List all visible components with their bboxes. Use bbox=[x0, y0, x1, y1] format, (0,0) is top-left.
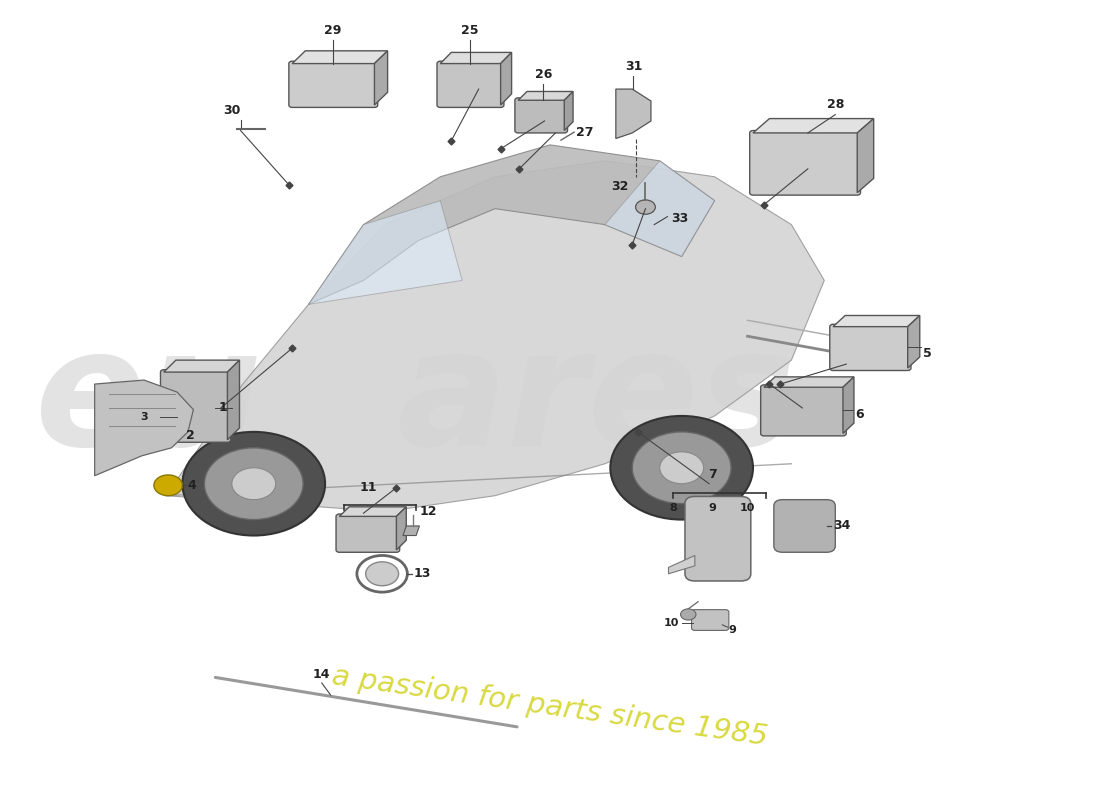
Text: 34: 34 bbox=[833, 519, 850, 533]
Polygon shape bbox=[843, 377, 854, 434]
FancyBboxPatch shape bbox=[750, 130, 860, 195]
Text: 31: 31 bbox=[625, 60, 642, 73]
Text: 5: 5 bbox=[923, 347, 932, 360]
Text: 13: 13 bbox=[414, 567, 431, 580]
Polygon shape bbox=[500, 53, 512, 105]
Circle shape bbox=[681, 609, 696, 620]
Text: 10: 10 bbox=[664, 618, 680, 628]
Text: 29: 29 bbox=[324, 24, 341, 38]
FancyBboxPatch shape bbox=[761, 385, 846, 436]
Circle shape bbox=[183, 432, 326, 535]
Text: 8: 8 bbox=[669, 503, 676, 513]
FancyBboxPatch shape bbox=[829, 324, 911, 370]
Text: 3: 3 bbox=[140, 412, 147, 422]
Text: 27: 27 bbox=[576, 126, 594, 138]
Polygon shape bbox=[518, 91, 573, 100]
Polygon shape bbox=[857, 118, 873, 193]
Text: 7: 7 bbox=[708, 468, 717, 482]
Polygon shape bbox=[309, 201, 462, 304]
Circle shape bbox=[232, 468, 276, 500]
Text: 30: 30 bbox=[223, 104, 241, 117]
Circle shape bbox=[154, 475, 183, 496]
Circle shape bbox=[205, 448, 304, 519]
Polygon shape bbox=[754, 118, 873, 133]
FancyBboxPatch shape bbox=[773, 500, 835, 552]
FancyBboxPatch shape bbox=[437, 61, 504, 107]
Text: a passion for parts since 1985: a passion for parts since 1985 bbox=[330, 662, 770, 751]
Text: 14: 14 bbox=[314, 668, 330, 681]
Circle shape bbox=[636, 200, 656, 214]
Circle shape bbox=[365, 562, 398, 586]
Text: 32: 32 bbox=[612, 180, 629, 193]
Text: 28: 28 bbox=[826, 98, 844, 111]
Text: 10: 10 bbox=[740, 503, 756, 513]
Polygon shape bbox=[440, 53, 512, 63]
Text: 2: 2 bbox=[186, 430, 195, 442]
Polygon shape bbox=[833, 315, 920, 326]
Polygon shape bbox=[908, 315, 920, 368]
Polygon shape bbox=[95, 380, 194, 476]
Text: 9: 9 bbox=[729, 625, 737, 634]
Circle shape bbox=[610, 416, 754, 519]
Polygon shape bbox=[228, 360, 240, 440]
FancyBboxPatch shape bbox=[289, 61, 377, 107]
Text: ares: ares bbox=[396, 321, 796, 479]
Polygon shape bbox=[396, 507, 406, 550]
FancyBboxPatch shape bbox=[692, 610, 729, 630]
Polygon shape bbox=[669, 555, 695, 574]
Text: 12: 12 bbox=[419, 505, 437, 518]
FancyBboxPatch shape bbox=[685, 497, 751, 581]
Text: 9: 9 bbox=[708, 503, 716, 513]
Polygon shape bbox=[374, 51, 387, 105]
Text: 4: 4 bbox=[188, 479, 197, 492]
Polygon shape bbox=[309, 145, 715, 304]
Circle shape bbox=[660, 452, 704, 484]
Polygon shape bbox=[564, 91, 573, 130]
FancyBboxPatch shape bbox=[161, 370, 231, 442]
Polygon shape bbox=[293, 51, 387, 63]
Text: eu: eu bbox=[34, 321, 262, 479]
Polygon shape bbox=[166, 161, 824, 512]
Text: 11: 11 bbox=[359, 481, 376, 494]
Polygon shape bbox=[616, 89, 651, 138]
Polygon shape bbox=[339, 507, 406, 516]
Polygon shape bbox=[764, 377, 854, 387]
Polygon shape bbox=[164, 360, 240, 372]
Text: 6: 6 bbox=[855, 408, 864, 421]
FancyBboxPatch shape bbox=[515, 98, 568, 133]
Polygon shape bbox=[605, 161, 715, 257]
Polygon shape bbox=[403, 526, 419, 535]
Text: 25: 25 bbox=[461, 24, 478, 38]
Text: 1: 1 bbox=[219, 402, 228, 414]
Text: 26: 26 bbox=[535, 68, 552, 81]
Circle shape bbox=[632, 432, 732, 504]
FancyBboxPatch shape bbox=[336, 514, 399, 552]
Text: 33: 33 bbox=[671, 212, 688, 225]
